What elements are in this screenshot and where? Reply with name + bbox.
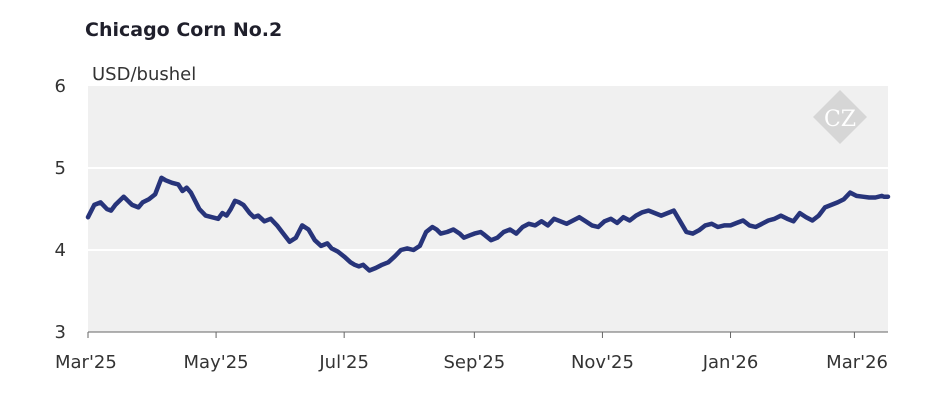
x-tick-label: May'25 [184,352,249,373]
x-tick-label: Jul'25 [318,352,369,373]
y-tick-label: 6 [55,76,66,97]
x-tick-label: Sep'25 [443,352,505,373]
x-tick-label: Mar'26 [826,352,888,373]
x-axis-ticks: Mar'25 May'25 Jul'25 Sep'25 Nov'25 Jan'26 Mar'… [55,332,888,373]
price-series-line [85,175,891,273]
y-tick-label: 3 [55,322,66,343]
y-tick-label: 4 [55,240,66,261]
x-tick-label: Mar'25 [55,352,117,373]
watermark-text: CZ [824,107,856,132]
y-axis-ticks: 3 4 5 6 [55,76,66,343]
x-tick-label: Nov'25 [571,352,634,373]
chart-title: Chicago Corn No.2 [85,19,282,41]
y-tick-label: 5 [55,158,66,179]
cz-watermark-icon: CZ [813,90,867,144]
y-axis-unit-label: USD/bushel [92,64,196,85]
plot-area [88,86,888,332]
x-tick-label: Jan'26 [702,352,759,373]
gridlines [88,167,888,251]
